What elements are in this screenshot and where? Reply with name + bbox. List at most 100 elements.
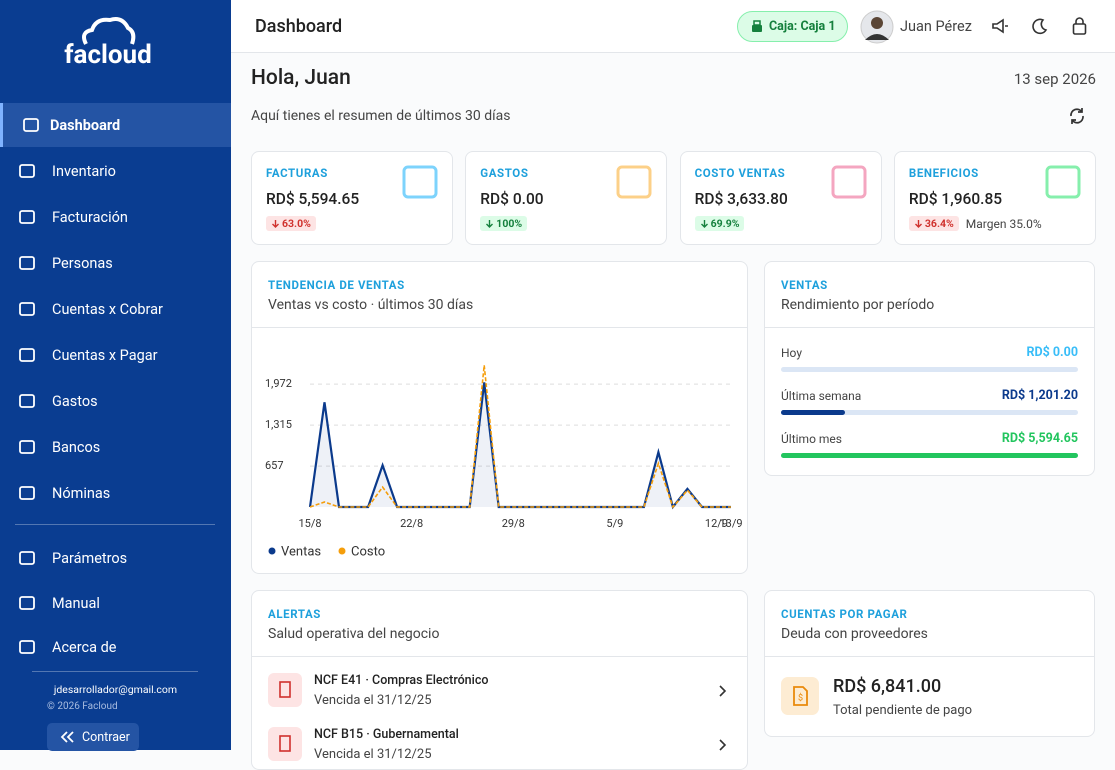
nav-item[interactable]: Gastos bbox=[0, 379, 231, 423]
logo-cloud bbox=[82, 17, 136, 45]
nav-item[interactable]: Personas bbox=[0, 241, 231, 285]
logo: facloud bbox=[64, 40, 152, 70]
stat-icon bbox=[1045, 165, 1081, 199]
nav-item[interactable]: Dashboard bbox=[0, 103, 231, 147]
x-tick-label: 29/8 bbox=[502, 517, 525, 530]
divider bbox=[32, 671, 198, 672]
alert-detail: Vencida el 31/12/25 bbox=[314, 693, 432, 708]
svg-text:$: $ bbox=[798, 692, 803, 703]
trend-card: TENDENCIA DE VENTAS Ventas vs costo · úl… bbox=[251, 261, 748, 574]
stat-card: FACTURAS RD$ 5,594.65 63.0% bbox=[251, 151, 453, 245]
nav-label: Gastos bbox=[52, 392, 98, 410]
cash-label: Caja: Caja 1 bbox=[769, 19, 836, 34]
nav-label: Personas bbox=[52, 254, 113, 272]
change-label: 100% bbox=[496, 217, 523, 230]
period-label: Hoy bbox=[781, 346, 802, 360]
nav-label: Facturación bbox=[52, 208, 128, 226]
x-tick-label: 22/8 bbox=[400, 517, 423, 530]
nav-item[interactable]: Inventario bbox=[0, 149, 231, 193]
email: jdesarrollador@gmail.com bbox=[53, 683, 178, 696]
greeting: Hola, Juan bbox=[251, 66, 351, 90]
legend-swatch bbox=[268, 547, 276, 555]
chevron bbox=[719, 739, 727, 751]
nav-item[interactable]: Nóminas bbox=[0, 471, 231, 515]
card-title: ALERTAS bbox=[268, 607, 321, 621]
nav-label: Dashboard bbox=[50, 116, 121, 134]
area bbox=[310, 382, 731, 507]
change-label: 63.0% bbox=[282, 217, 311, 230]
stat-label: GASTOS bbox=[480, 166, 529, 180]
alert-icon bbox=[268, 673, 302, 707]
sales-card: VENTAS Rendimiento por período Hoy RD$ 0.… bbox=[764, 261, 1095, 476]
alerts-card: ALERTAS Salud operativa del negocio NCF … bbox=[251, 590, 748, 770]
stat-card: GASTOS RD$ 0.00 100% bbox=[465, 151, 668, 245]
x-tick-label: 12/9 bbox=[705, 517, 728, 530]
divider bbox=[15, 524, 215, 525]
nav-label: Manual bbox=[52, 594, 100, 612]
stat-label: BENEFICIOS bbox=[908, 166, 979, 180]
change-badge: 63.0% bbox=[266, 216, 316, 231]
payables-amount: RD$ 6,841.00 bbox=[833, 676, 942, 697]
line bbox=[309, 365, 731, 509]
y-tick-label: 1,315 bbox=[265, 418, 292, 431]
nav-label: Inventario bbox=[52, 162, 116, 180]
nav-label: Acerca de bbox=[52, 638, 117, 656]
stat-card: COSTO VENTAS RD$ 3,633.80 69.9% bbox=[679, 151, 882, 245]
nav-label: Cuentas x Cobrar bbox=[52, 300, 163, 318]
stat-label: FACTURAS bbox=[266, 166, 328, 180]
legend-swatch bbox=[338, 547, 346, 555]
card-subtitle: Rendimiento por período bbox=[781, 297, 935, 313]
stat-value: RD$ 0.00 bbox=[480, 190, 544, 208]
collapse-button[interactable]: Contraer bbox=[47, 723, 139, 751]
stat-icon bbox=[616, 165, 652, 199]
alert-title: NCF E41 · Compras Electrónico bbox=[314, 673, 489, 688]
change-label: 69.9% bbox=[710, 217, 740, 230]
legend-label: Costo bbox=[351, 544, 385, 559]
y-tick-label: 657 bbox=[265, 459, 284, 472]
nav-label: Nóminas bbox=[52, 484, 111, 502]
stat-icon bbox=[831, 165, 867, 199]
payables-note: Total pendiente de pago bbox=[833, 703, 973, 718]
nav-item[interactable]: Cuentas x Cobrar bbox=[0, 287, 231, 331]
progress-bar bbox=[781, 410, 845, 415]
divider bbox=[252, 656, 747, 657]
nav-item[interactable]: Parámetros bbox=[0, 536, 231, 580]
header-title: Dashboard bbox=[255, 16, 343, 37]
period-value: RD$ 5,594.65 bbox=[1001, 431, 1078, 446]
stat-icon bbox=[402, 165, 438, 199]
nav-item[interactable]: Manual bbox=[0, 581, 231, 625]
refresh-icon[interactable] bbox=[1067, 106, 1087, 126]
payables-icon: $ bbox=[781, 677, 819, 715]
cash-pill[interactable]: Caja: Caja 1 bbox=[737, 11, 848, 42]
chart: 657 1,315 1,972 15/8 22/8 29/8 5/9 12/913/9 Vent… bbox=[265, 365, 743, 559]
card-title: CUENTAS POR PAGAR bbox=[781, 607, 908, 621]
sidebar: facloud jdesarrollador@gmail.com © 2026 … bbox=[0, 0, 231, 751]
line bbox=[308, 382, 731, 510]
copyright: © 2026 Facloud bbox=[47, 701, 118, 712]
period-value: RD$ 0.00 bbox=[1026, 345, 1078, 360]
divider bbox=[765, 327, 1094, 328]
greeting-subtitle: Aquí tienes el resumen de últimos 30 día… bbox=[251, 108, 511, 124]
theme-icon[interactable] bbox=[1031, 18, 1048, 35]
announce-icon[interactable] bbox=[991, 18, 1009, 34]
nav-item[interactable]: Bancos bbox=[0, 425, 231, 469]
nav-label: Bancos bbox=[52, 438, 101, 456]
nav-item[interactable]: Facturación bbox=[0, 195, 231, 239]
progress-bar bbox=[781, 453, 1078, 458]
payables-card: CUENTAS POR PAGAR Deuda con proveedores … bbox=[764, 590, 1095, 737]
nav-item[interactable]: Acerca de bbox=[0, 625, 231, 669]
alert-row[interactable]: NCF B15 · Gubernamental Vencida el 31/12/… bbox=[252, 727, 747, 769]
card-title: TENDENCIA DE VENTAS bbox=[268, 278, 405, 292]
avatar[interactable] bbox=[860, 10, 894, 44]
stat-note: Margen 35.0% bbox=[965, 216, 1042, 231]
collapse-label: Contraer bbox=[82, 730, 130, 745]
alert-icon bbox=[268, 727, 302, 761]
nav-item[interactable]: Cuentas x Pagar bbox=[0, 333, 231, 377]
nav-label: Cuentas x Pagar bbox=[52, 346, 158, 364]
change-badge: 69.9% bbox=[694, 216, 745, 231]
alert-row[interactable]: NCF E41 · Compras Electrónico Vencida el … bbox=[252, 673, 747, 727]
x-tick-label: 13/9 bbox=[719, 517, 742, 530]
card-subtitle: Salud operativa del negocio bbox=[268, 626, 440, 642]
lock-icon[interactable] bbox=[1072, 17, 1087, 35]
